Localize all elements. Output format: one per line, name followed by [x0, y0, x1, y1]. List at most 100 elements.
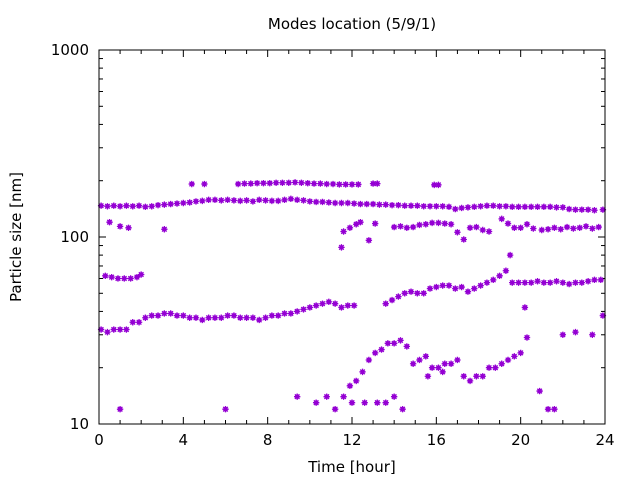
data-point [285, 179, 292, 186]
data-point [521, 203, 529, 211]
data-point [382, 300, 389, 307]
data-point [403, 343, 411, 350]
data-point [483, 279, 491, 286]
x-tick-label: 4 [179, 431, 189, 449]
data-point [104, 328, 111, 336]
data-point [454, 356, 461, 364]
data-point [452, 205, 459, 213]
data-point [310, 180, 318, 187]
data-point [323, 180, 330, 188]
data-point [599, 206, 607, 213]
data-point [414, 202, 421, 209]
data-point [557, 226, 564, 233]
data-point [378, 346, 385, 353]
data-point [578, 206, 586, 213]
data-point [441, 220, 448, 227]
data-point [300, 197, 307, 204]
data-point [125, 224, 132, 231]
data-point [142, 314, 149, 321]
data-point [129, 319, 136, 326]
data-point [336, 181, 343, 188]
y-axis-label: Particle size [nm] [7, 172, 25, 302]
data-point [253, 179, 261, 187]
data-point [517, 349, 524, 357]
data-point [142, 203, 149, 211]
data-point [517, 224, 524, 231]
data-point [287, 310, 295, 317]
data-point [348, 181, 356, 188]
x-tick-label: 0 [94, 431, 104, 449]
data-point [401, 290, 408, 297]
data-point [428, 219, 436, 227]
data-point [409, 360, 417, 367]
data-point [323, 393, 330, 400]
data-points [97, 179, 607, 413]
data-point [188, 180, 195, 188]
data-point [477, 282, 484, 289]
data-point [399, 405, 406, 413]
data-point [199, 316, 206, 324]
data-point [540, 203, 548, 211]
data-point [192, 198, 200, 205]
data-point [445, 203, 453, 211]
data-point [161, 310, 168, 317]
data-point [553, 278, 560, 285]
data-point [211, 196, 219, 204]
data-point [243, 197, 250, 204]
data-point [298, 179, 305, 186]
data-point [435, 181, 442, 189]
data-point [536, 387, 543, 395]
data-point [424, 373, 432, 380]
data-point [384, 340, 392, 347]
data-point [306, 198, 314, 205]
data-point [570, 225, 577, 232]
data-point [123, 326, 130, 333]
data-point [331, 405, 339, 413]
data-point [528, 279, 535, 286]
data-point [344, 302, 351, 309]
data-point [353, 221, 360, 228]
data-point [312, 302, 320, 309]
data-point [407, 288, 415, 295]
data-point [428, 364, 436, 371]
data-point [390, 393, 398, 400]
data-point [338, 304, 345, 311]
data-point [374, 399, 381, 406]
data-point [355, 181, 362, 188]
data-point [374, 180, 381, 187]
data-point [433, 203, 440, 210]
data-point [116, 326, 124, 333]
data-point [403, 224, 411, 231]
data-point [388, 296, 396, 304]
data-point [485, 228, 493, 235]
data-point [591, 207, 598, 214]
data-point [397, 223, 404, 230]
data-point [123, 202, 130, 209]
data-point [599, 312, 607, 319]
data-point [279, 179, 286, 186]
data-point [224, 312, 231, 319]
data-point [116, 223, 124, 230]
data-point [133, 273, 141, 281]
data-point [154, 312, 162, 319]
data-point [416, 221, 423, 229]
data-point [458, 283, 465, 291]
data-point [293, 393, 301, 400]
data-point [275, 197, 282, 205]
data-point [565, 205, 573, 213]
data-point [426, 285, 434, 292]
data-point [464, 288, 472, 295]
data-point [304, 179, 311, 187]
data-point [108, 273, 115, 281]
data-point [458, 204, 465, 212]
data-point [572, 206, 579, 213]
data-point [388, 201, 396, 209]
data-point [445, 282, 453, 289]
data-point [104, 203, 111, 210]
data-point [369, 200, 377, 208]
data-point [325, 199, 333, 206]
data-point [460, 373, 467, 380]
data-point [340, 228, 347, 235]
data-point [382, 201, 389, 208]
axis-ticks: 0 4 8 12 16 20 24 10 100 1000 [51, 41, 615, 449]
